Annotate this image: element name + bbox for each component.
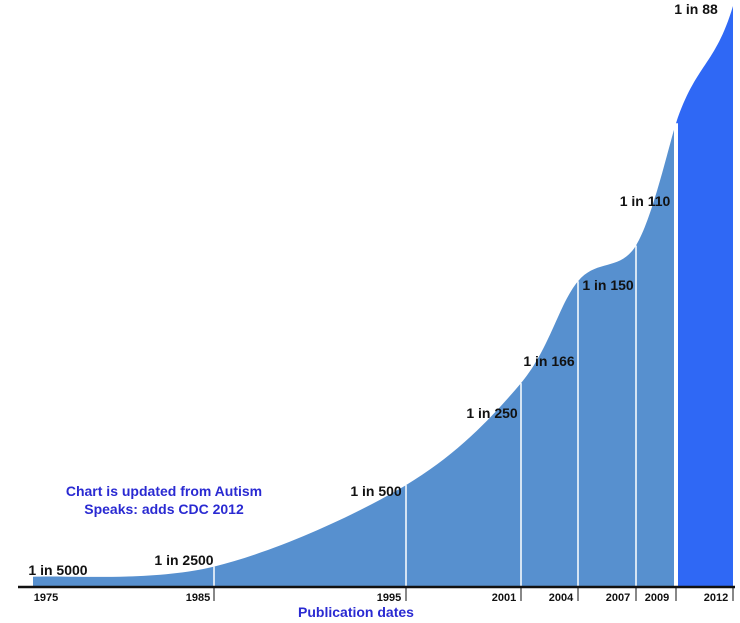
- rate-label-2007: 1 in 150: [582, 277, 634, 293]
- year-label-2007: 2007: [606, 592, 630, 604]
- year-label-2001: 2001: [492, 592, 516, 604]
- rate-label-2001: 1 in 250: [466, 405, 518, 421]
- year-label-2009: 2009: [645, 592, 669, 604]
- year-label-2004: 2004: [549, 592, 574, 604]
- year-dividers: [213, 123, 678, 587]
- prevalence-area: [33, 123, 676, 587]
- rate-label-1995: 1 in 500: [350, 483, 402, 499]
- prevalence-area-2012: [676, 6, 733, 587]
- rate-label-2009: 1 in 110: [620, 193, 671, 209]
- year-labels: 1975 1985 1995 2001 2004 2007 2009 2012: [34, 592, 728, 604]
- rate-labels: 1 in 5000 1 in 2500 1 in 500 1 in 250 1 in 1…: [28, 1, 718, 578]
- rate-label-1985: 1 in 2500: [154, 552, 213, 568]
- x-axis-title: Publication dates: [298, 604, 414, 620]
- year-ticks: [213, 587, 734, 601]
- year-label-1975: 1975: [34, 592, 58, 604]
- annotation-line-1: Chart is updated from Autism: [66, 483, 262, 499]
- annotation-line-2: Speaks: adds CDC 2012: [84, 501, 244, 517]
- year-label-1985: 1985: [186, 592, 210, 604]
- year-label-1995: 1995: [377, 592, 401, 604]
- rate-label-2004: 1 in 166: [523, 353, 575, 369]
- rate-label-2012: 1 in 88: [674, 1, 718, 17]
- rate-label-1975: 1 in 5000: [28, 562, 87, 578]
- year-label-2012: 2012: [704, 592, 728, 604]
